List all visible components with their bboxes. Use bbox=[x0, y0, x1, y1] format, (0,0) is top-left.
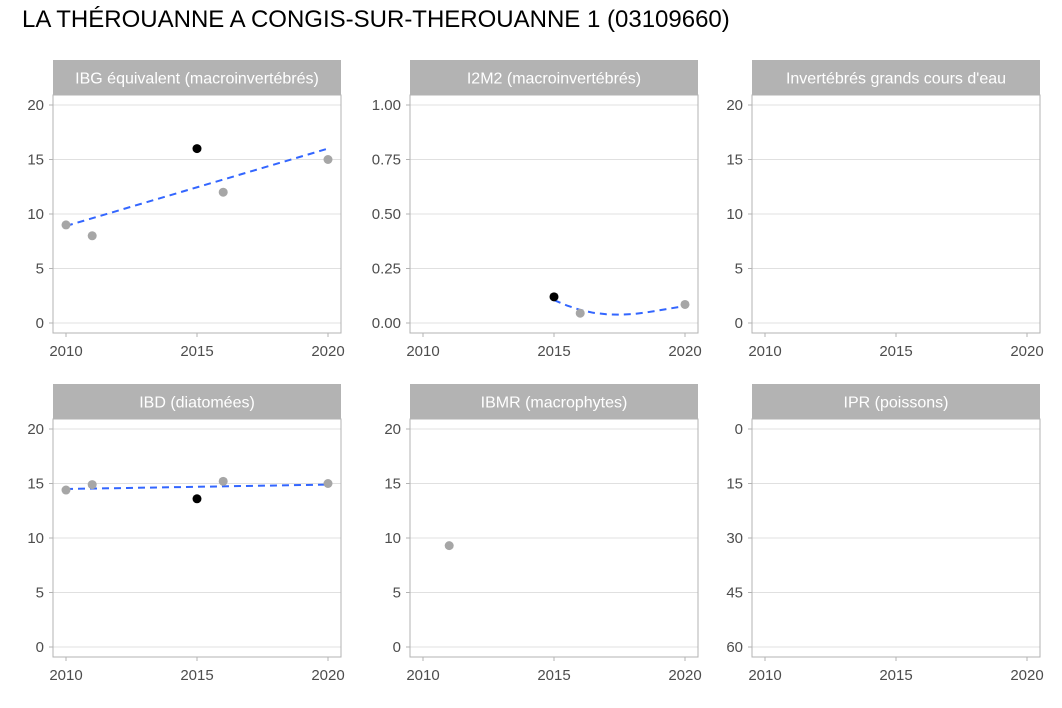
x-tick-label: 2015 bbox=[180, 667, 213, 684]
y-tick-label: 0 bbox=[36, 315, 44, 332]
x-tick-label: 2015 bbox=[879, 343, 912, 360]
facet-strip bbox=[752, 60, 1040, 95]
facet-strip bbox=[53, 60, 341, 95]
y-tick-label: 30 bbox=[726, 530, 743, 547]
y-tick-label: 20 bbox=[726, 97, 743, 114]
page-title: LA THÉROUANNE A CONGIS-SUR-THEROUANNE 1 … bbox=[22, 6, 730, 33]
y-tick-label: 10 bbox=[27, 530, 44, 547]
y-tick-label: 45 bbox=[726, 585, 743, 602]
x-tick-label: 2010 bbox=[49, 343, 82, 360]
y-tick-label: 0 bbox=[735, 315, 743, 332]
x-tick-label: 2010 bbox=[49, 667, 82, 684]
y-tick-label: 60 bbox=[726, 639, 743, 656]
data-point bbox=[680, 299, 690, 309]
data-point bbox=[323, 479, 333, 488]
y-tick-label: 5 bbox=[393, 585, 401, 602]
x-tick-label: 2015 bbox=[537, 343, 570, 360]
y-tick-label: 15 bbox=[27, 152, 44, 169]
y-tick-label: 1.00 bbox=[372, 97, 401, 114]
y-tick-label: 0 bbox=[393, 639, 401, 656]
x-tick-label: 2020 bbox=[1010, 343, 1043, 360]
x-tick-label: 2020 bbox=[311, 667, 344, 684]
facet-title: IBG équivalent (macroinvertébrés) bbox=[75, 71, 319, 88]
x-tick-label: 2015 bbox=[537, 667, 570, 684]
data-point-highlight bbox=[549, 292, 559, 302]
y-tick-label: 0.50 bbox=[372, 206, 401, 223]
data-point bbox=[444, 541, 454, 551]
y-tick-label: 5 bbox=[735, 261, 743, 278]
y-tick-label: 0.25 bbox=[372, 261, 401, 278]
data-point bbox=[87, 480, 97, 490]
facet-title: Invertébrés grands cours d'eau bbox=[786, 71, 1006, 88]
x-tick-label: 2020 bbox=[668, 343, 701, 360]
x-tick-label: 2010 bbox=[406, 667, 439, 684]
facet-strip bbox=[53, 384, 341, 419]
x-tick-label: 2015 bbox=[180, 343, 213, 360]
facet-strip bbox=[752, 384, 1040, 419]
trend-line bbox=[65, 483, 329, 490]
x-tick-label: 2015 bbox=[879, 667, 912, 684]
x-tick-label: 2010 bbox=[748, 343, 781, 360]
y-tick-label: 20 bbox=[27, 421, 44, 438]
y-tick-label: 10 bbox=[27, 206, 44, 223]
x-tick-label: 2010 bbox=[406, 343, 439, 360]
y-tick-label: 0.75 bbox=[372, 152, 401, 169]
data-point-highlight bbox=[192, 494, 202, 504]
data-point bbox=[87, 231, 97, 241]
panel-border bbox=[409, 418, 699, 658]
data-point bbox=[61, 485, 71, 495]
y-tick-label: 0 bbox=[36, 639, 44, 656]
y-tick-label: 10 bbox=[726, 206, 743, 223]
panel-border bbox=[409, 94, 699, 334]
y-tick-label: 10 bbox=[384, 530, 401, 547]
facet-title: I2M2 (macroinvertébrés) bbox=[467, 71, 641, 88]
x-tick-label: 2020 bbox=[668, 667, 701, 684]
y-tick-label: 15 bbox=[27, 476, 44, 493]
facet-strip bbox=[410, 60, 698, 95]
data-point bbox=[61, 220, 71, 230]
facet-title: IBD (diatomées) bbox=[139, 395, 255, 412]
trend-line bbox=[65, 147, 329, 227]
x-tick-label: 2020 bbox=[1010, 667, 1043, 684]
y-tick-label: 5 bbox=[36, 261, 44, 278]
data-point bbox=[218, 476, 228, 486]
y-tick-label: 20 bbox=[27, 97, 44, 114]
panel-border bbox=[52, 94, 342, 334]
y-tick-label: 15 bbox=[726, 476, 743, 493]
panel-border bbox=[751, 418, 1041, 658]
panel-border bbox=[751, 94, 1041, 334]
data-point-highlight bbox=[192, 144, 202, 154]
y-tick-label: 5 bbox=[36, 585, 44, 602]
y-tick-label: 15 bbox=[384, 476, 401, 493]
x-tick-label: 2010 bbox=[748, 667, 781, 684]
y-tick-label: 0 bbox=[735, 421, 743, 438]
trend-line bbox=[553, 299, 686, 316]
facet-title: IBMR (macrophytes) bbox=[481, 395, 628, 412]
y-tick-label: 15 bbox=[726, 152, 743, 169]
facet-title: IPR (poissons) bbox=[844, 395, 949, 412]
facet-strip bbox=[410, 384, 698, 419]
x-tick-label: 2020 bbox=[311, 343, 344, 360]
y-tick-label: 0.00 bbox=[372, 315, 401, 332]
data-point bbox=[323, 155, 333, 164]
panel-border bbox=[52, 418, 342, 658]
data-point bbox=[575, 308, 585, 318]
y-tick-label: 20 bbox=[384, 421, 401, 438]
data-point bbox=[218, 187, 228, 197]
